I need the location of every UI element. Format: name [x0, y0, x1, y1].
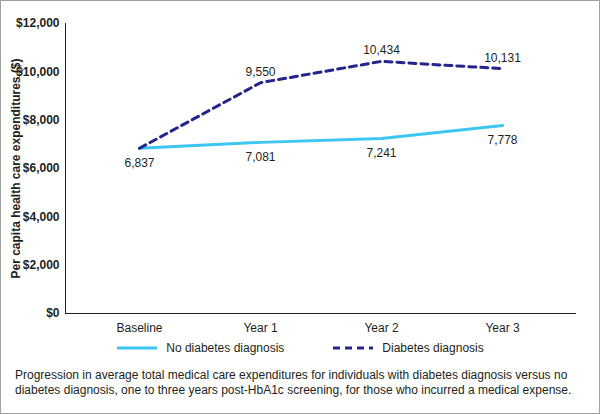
html-text:Progression in average total m: Progression in average total medical car…	[15, 368, 572, 397]
html-text:Diabetes diagnosis: Diabetes diagnosis	[382, 341, 484, 355]
svg-text:7,778: 7,778	[487, 133, 517, 147]
svg-text:Year 1: Year 1	[243, 321, 278, 335]
svg-text:$12,000: $12,000	[16, 16, 60, 30]
svg-text:$8,000: $8,000	[23, 113, 60, 127]
svg-text:Year 3: Year 3	[485, 321, 520, 335]
svg-text:6,837: 6,837	[124, 156, 154, 170]
svg-text:9,550: 9,550	[245, 65, 275, 79]
svg-text:10,434: 10,434	[363, 43, 400, 57]
svg-text:Year 2: Year 2	[364, 321, 399, 335]
svg-text:$0: $0	[46, 306, 60, 320]
html-text:No diabetes diagnosis: No diabetes diagnosis	[166, 341, 285, 355]
svg-text:Per capita health care expendi: Per capita health care expenditures ($)	[9, 58, 23, 278]
svg-text:Baseline: Baseline	[116, 321, 162, 335]
svg-text:$4,000: $4,000	[23, 210, 60, 224]
svg-text:$10,000: $10,000	[16, 64, 60, 79]
svg-text:$6,000: $6,000	[23, 161, 60, 175]
svg-text:$2,000: $2,000	[23, 258, 60, 272]
svg-text:10,131: 10,131	[484, 51, 521, 65]
svg-text:7,241: 7,241	[366, 146, 396, 160]
svg-text:7,081: 7,081	[245, 150, 275, 164]
